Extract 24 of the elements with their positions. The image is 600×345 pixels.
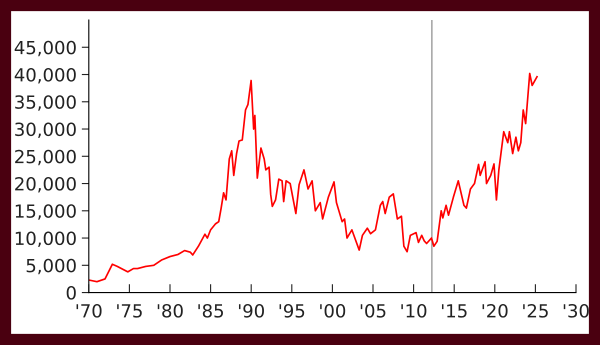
y-tick-label: 20,000 [15,177,76,192]
y-tick-label: 25,000 [15,150,76,166]
x-tick-label: '75 [117,304,142,318]
y-tick-label: 0 [66,286,76,300]
x-tick-label: '30 [564,304,589,318]
x-tick-label: '90 [238,304,264,318]
line-series [88,72,538,282]
x-tick-label: '80 [158,304,183,318]
x-tick-label: '20 [482,304,508,318]
x-tick-label: '95 [280,304,304,318]
x-tick-label: '70 [76,304,102,318]
y-tick-label: 10,000 [16,232,76,248]
x-tick-label: '05 [360,304,386,318]
y-tick-label: 40,000 [14,68,76,84]
y-tick-label: 30,000 [15,122,76,138]
y-tick-label: 35,000 [15,95,76,111]
x-tick-label: '25 [523,304,548,318]
y-tick-label: 15,000 [16,204,76,220]
x-tick-label: '10 [401,304,426,318]
x-tick-label: '00 [320,304,346,318]
y-tick-label: 5,000 [26,258,76,274]
x-tick-label: '85 [198,304,223,318]
y-tick-label: 45,000 [14,40,76,56]
x-tick-label: '15 [442,304,467,318]
